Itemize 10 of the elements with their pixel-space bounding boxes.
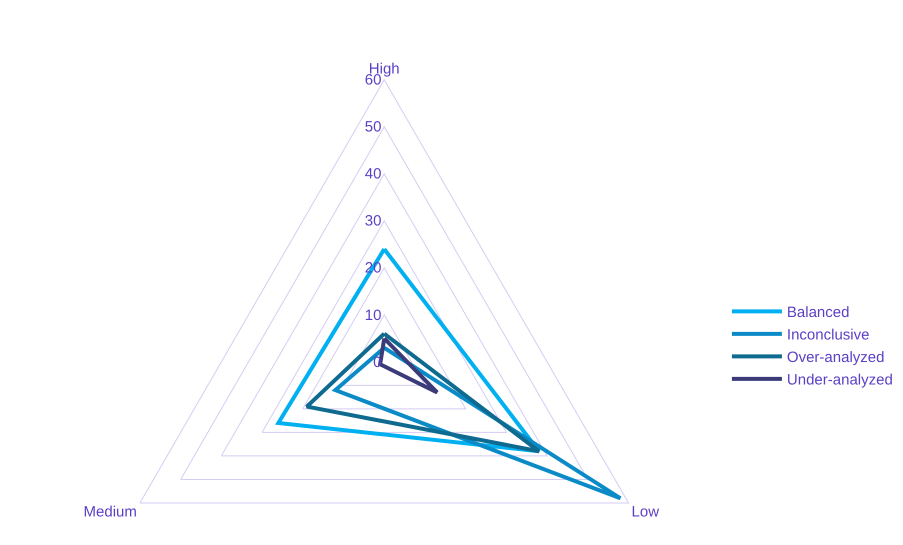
spoke-label: Low (632, 504, 660, 521)
spoke-label: Medium (84, 504, 137, 521)
legend-label: Over-analyzed (786, 349, 884, 366)
legend-label: Under-analyzed (786, 372, 893, 389)
legend-label: Balanced (786, 304, 850, 322)
y-tick-label: 40 (364, 166, 382, 183)
y-tick-label: 30 (364, 212, 382, 230)
y-tick-label: 50 (364, 118, 382, 136)
legend-label: Inconclusive (786, 326, 870, 344)
y-tick-label: 10 (364, 306, 382, 324)
